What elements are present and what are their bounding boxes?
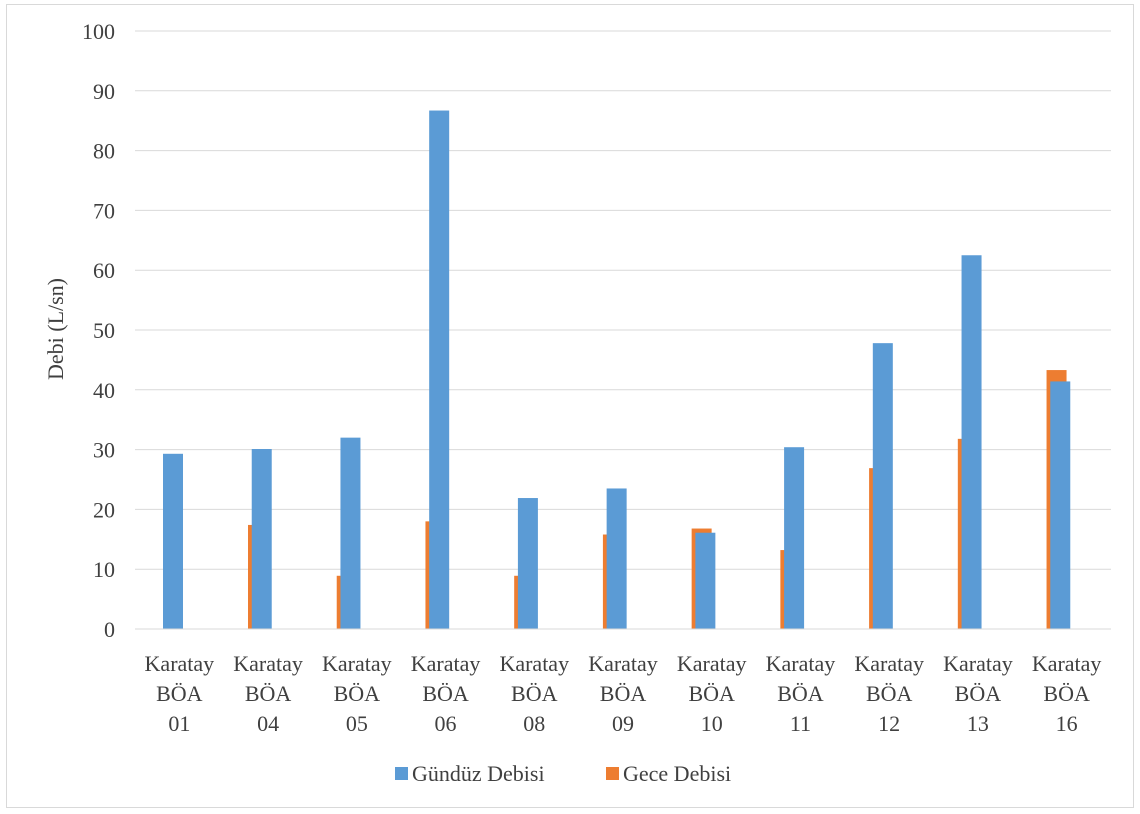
y-tick-label: 60 — [93, 258, 115, 283]
gridlines — [135, 30, 1111, 570]
legend-label: Gece Debisi — [623, 761, 731, 786]
legend-swatch — [606, 767, 619, 780]
x-tick-label: Karatay BÖA 09 — [588, 651, 658, 736]
legend: Gündüz Debisi Gece Debisi — [395, 761, 731, 786]
bars — [163, 110, 1140, 629]
x-tick-label: Karatay BÖA 06 — [411, 651, 481, 736]
x-tick-label: Karatay BÖA 16 — [1032, 651, 1102, 736]
bar-gunduz — [695, 532, 716, 629]
y-tick-label: 50 — [93, 318, 115, 343]
bar-gunduz — [340, 437, 361, 629]
y-tick-label: 40 — [93, 378, 115, 403]
y-tick-label: 20 — [93, 497, 115, 522]
x-tick-label: Karatay BÖA 11 — [766, 651, 836, 736]
y-axis-ticks: 0 10 20 30 40 50 60 70 80 90 100 — [82, 19, 115, 642]
legend-item: Gece Debisi — [606, 761, 731, 786]
bar-gunduz — [517, 498, 538, 629]
y-tick-label: 100 — [82, 19, 115, 44]
bar-gunduz — [961, 255, 982, 629]
bar-gunduz — [784, 447, 805, 629]
x-tick-label: Karatay BÖA 04 — [233, 651, 303, 736]
legend-swatch — [395, 767, 408, 780]
x-tick-label: Karatay BÖA 05 — [322, 651, 392, 736]
chart-frame: 0 10 20 30 40 50 60 70 80 90 100 Karatay BÖA 01 Karat… — [6, 4, 1140, 808]
bar-gunduz — [606, 488, 627, 629]
y-tick-label: 10 — [93, 557, 115, 582]
x-axis-ticks: Karatay BÖA 01 Karatay BÖA 04 Karatay BÖA 05 Kara… — [145, 651, 1102, 736]
legend-label: Gündüz Debisi — [412, 761, 545, 786]
bar-gunduz — [163, 453, 183, 629]
x-tick-label: Karatay BÖA 10 — [677, 651, 747, 736]
x-tick-label: Karatay BÖA 13 — [943, 651, 1013, 736]
x-tick-label: Karatay BÖA 01 — [145, 651, 215, 736]
bar-gunduz — [251, 449, 272, 629]
y-axis-label: Debi (L/sn) — [43, 278, 68, 380]
y-tick-label: 90 — [93, 79, 115, 104]
legend-item: Gündüz Debisi — [395, 761, 545, 786]
bar-gunduz — [1050, 381, 1071, 629]
y-tick-label: 80 — [93, 139, 115, 164]
bar-gunduz — [872, 343, 893, 629]
y-tick-label: 0 — [104, 617, 115, 642]
x-tick-label: Karatay BÖA 08 — [499, 651, 569, 736]
bar-gunduz — [429, 110, 450, 629]
y-tick-label: 30 — [93, 438, 115, 463]
y-tick-label: 70 — [93, 198, 115, 223]
x-tick-label: Karatay BÖA 12 — [854, 651, 924, 736]
